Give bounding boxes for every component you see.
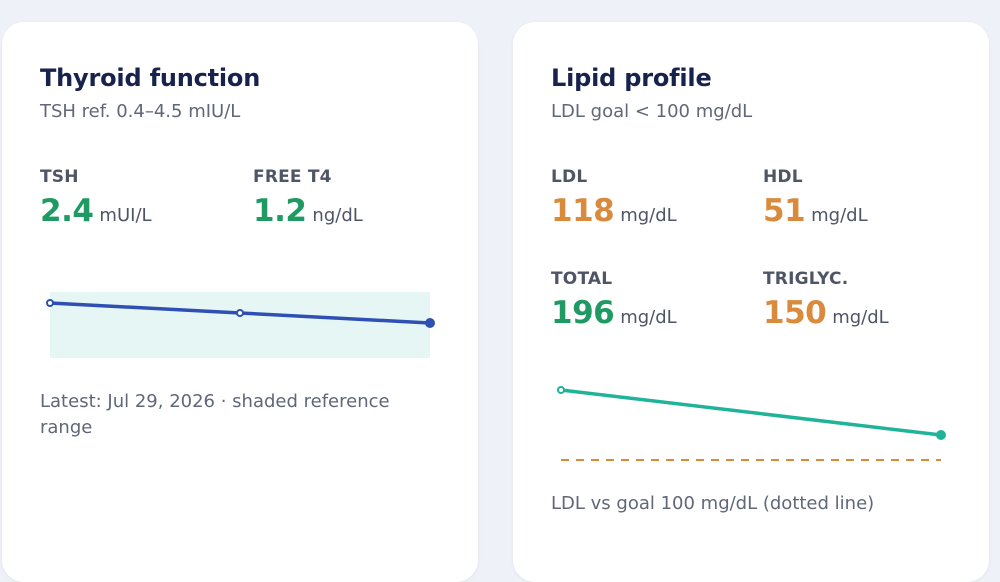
- lipid-title: Lipid profile: [551, 64, 712, 92]
- triglycerides-metric: TRIGLYC. 150 mg/dL: [763, 269, 889, 331]
- thyroid-card: Thyroid function TSH ref. 0.4–4.5 mIU/L …: [2, 22, 478, 582]
- data-point: [557, 386, 565, 394]
- ldl-value: 118: [551, 193, 615, 229]
- free-t4-value: 1.2: [253, 193, 307, 229]
- triglycerides-label: TRIGLYC.: [763, 269, 849, 289]
- latest-data-point: [425, 318, 435, 328]
- reference-range-band: [50, 292, 430, 358]
- latest-data-point: [936, 430, 946, 440]
- hdl-label: HDL: [763, 167, 803, 187]
- lipid-card: Lipid profile LDL goal < 100 mg/dL LDL 1…: [513, 22, 989, 582]
- tsh-metric: TSH 2.4 mUI/L: [40, 167, 152, 229]
- tsh-unit: mUI/L: [99, 205, 152, 226]
- total-unit: mg/dL: [620, 307, 677, 328]
- thyroid-subtitle: TSH ref. 0.4–4.5 mIU/L: [40, 101, 241, 122]
- tsh-value: 2.4: [40, 193, 94, 229]
- thyroid-title: Thyroid function: [40, 64, 261, 92]
- ldl-trend-line: [559, 388, 943, 437]
- tsh-label: TSH: [40, 167, 79, 187]
- total-label: TOTAL: [551, 269, 613, 289]
- data-point: [236, 309, 244, 317]
- ldl-unit: mg/dL: [620, 205, 677, 226]
- total-metric: TOTAL 196 mg/dL: [551, 269, 677, 331]
- triglycerides-unit: mg/dL: [832, 307, 889, 328]
- data-point: [46, 299, 54, 307]
- ldl-label: LDL: [551, 167, 588, 187]
- free-t4-unit: ng/dL: [312, 205, 363, 226]
- hdl-unit: mg/dL: [811, 205, 868, 226]
- free-t4-metric: FREE T4 1.2 ng/dL: [253, 167, 363, 229]
- ldl-metric: LDL 118 mg/dL: [551, 167, 677, 229]
- hdl-value: 51: [763, 193, 806, 229]
- thyroid-trend-chart: [46, 292, 435, 358]
- free-t4-label: FREE T4: [253, 167, 332, 187]
- lipid-subtitle: LDL goal < 100 mg/dL: [551, 101, 753, 122]
- thyroid-caption: Latest: Jul 29, 2026 · shaded reference …: [40, 391, 390, 438]
- hdl-metric: HDL 51 mg/dL: [763, 167, 868, 229]
- lipid-caption: LDL vs goal 100 mg/dL (dotted line): [551, 493, 875, 514]
- triglycerides-value: 150: [763, 295, 827, 331]
- ldl-trend-chart: [557, 386, 946, 461]
- total-value: 196: [551, 295, 615, 331]
